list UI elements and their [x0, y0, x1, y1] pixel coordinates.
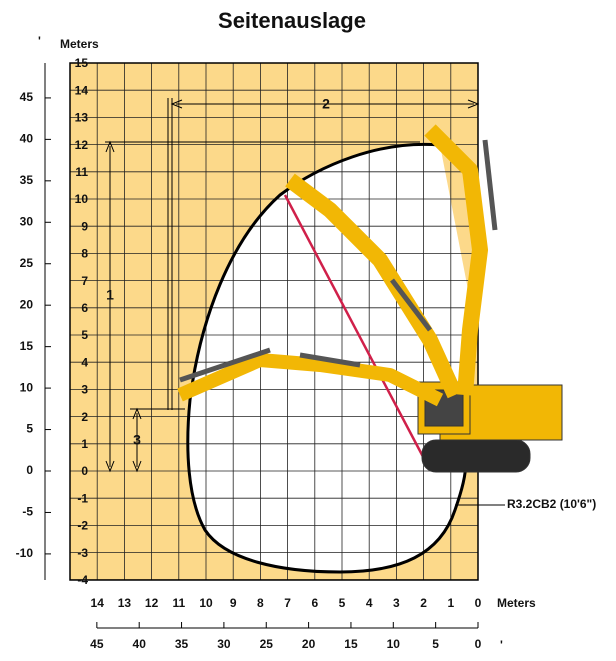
feet-x-tick-label: 25 [260, 637, 274, 651]
working-envelope [186, 142, 468, 574]
y-tick-label: 15 [75, 56, 89, 70]
feet-x-tick-label: 0 [475, 637, 482, 651]
y-tick-label: -4 [77, 573, 88, 587]
feet-y-tick-label: -5 [22, 505, 33, 519]
dimension-label: 2 [322, 96, 330, 112]
dimension-label: 3 [133, 432, 141, 448]
feet-x-tick-label: 15 [344, 637, 358, 651]
boom-label: R3.2CB2 (10'6") [507, 497, 596, 511]
y-tick-label: -1 [77, 491, 88, 505]
feet-y-tick-label: 0 [26, 463, 33, 477]
feet-y-tick-label: 15 [20, 339, 34, 353]
dimension-label: 1 [106, 287, 114, 303]
feet-y-tick-label: 40 [20, 132, 34, 146]
feet-x-tick-label: 5 [432, 637, 439, 651]
x-tick-label: 1 [447, 596, 454, 610]
feet-y-tick-label: 10 [20, 380, 34, 394]
x-tick-label: 8 [257, 596, 264, 610]
feet-x-tick-label: 30 [217, 637, 231, 651]
y-tick-label: 10 [75, 192, 89, 206]
feet-y-tick-label: 35 [20, 173, 34, 187]
x-tick-label: 7 [284, 596, 291, 610]
y-tick-label: 4 [81, 355, 88, 369]
y-tick-label: 14 [75, 83, 89, 97]
y-tick-label: 9 [81, 219, 88, 233]
dimension-lines [44, 63, 505, 629]
y-axis-label: Meters [60, 37, 99, 51]
feet-x-tick-label: 45 [90, 637, 104, 651]
x-tick-label: 12 [145, 596, 159, 610]
y-tick-label: -2 [77, 519, 88, 533]
reach-line [283, 194, 432, 471]
y-tick-label: 5 [81, 328, 88, 342]
x-tick-label: 6 [311, 596, 318, 610]
x-tick-label: 3 [393, 596, 400, 610]
y-tick-label: 12 [75, 138, 89, 152]
x-tick-label: 9 [230, 596, 237, 610]
feet-x-tick-label: 40 [133, 637, 147, 651]
x-tick-label: 13 [118, 596, 132, 610]
feet-y-tick-label: 25 [20, 256, 34, 270]
excavator [177, 124, 563, 473]
feet-x-tick-label: 10 [387, 637, 401, 651]
feet-x-tick-label: 20 [302, 637, 316, 651]
y-tick-label: 7 [81, 274, 88, 288]
x-tick-label: 0 [475, 596, 482, 610]
x-axis-label: Meters [497, 596, 536, 610]
y-tick-label: 13 [75, 111, 89, 125]
x-tick-label: 2 [420, 596, 427, 610]
feet-x-tick-label: 35 [175, 637, 189, 651]
y-tick-label: 0 [81, 464, 88, 478]
feet-x-label: ' [500, 638, 503, 652]
y-tick-label: 6 [81, 301, 88, 315]
x-tick-label: 10 [199, 596, 213, 610]
feet-y-tick-label: 5 [26, 422, 33, 436]
title: Seitenauslage [218, 8, 366, 33]
x-tick-label: 11 [172, 596, 185, 610]
feet-y-tick-label: 45 [20, 90, 34, 104]
y-tick-label: 2 [81, 410, 88, 424]
y-tick-label: -3 [77, 546, 88, 560]
x-tick-label: 14 [91, 596, 105, 610]
feet-y-tick-label: 30 [20, 214, 34, 228]
y-tick-label: 3 [81, 383, 88, 397]
y-tick-label: 8 [81, 247, 88, 261]
y-tick-label: 1 [81, 437, 88, 451]
x-tick-label: 5 [339, 596, 346, 610]
feet-y-tick-label: -10 [16, 546, 34, 560]
x-tick-label: 4 [366, 596, 373, 610]
feet-y-tick-label: 20 [20, 297, 34, 311]
y-tick-label: 11 [75, 165, 88, 179]
feet-y-label: ' [38, 34, 41, 48]
